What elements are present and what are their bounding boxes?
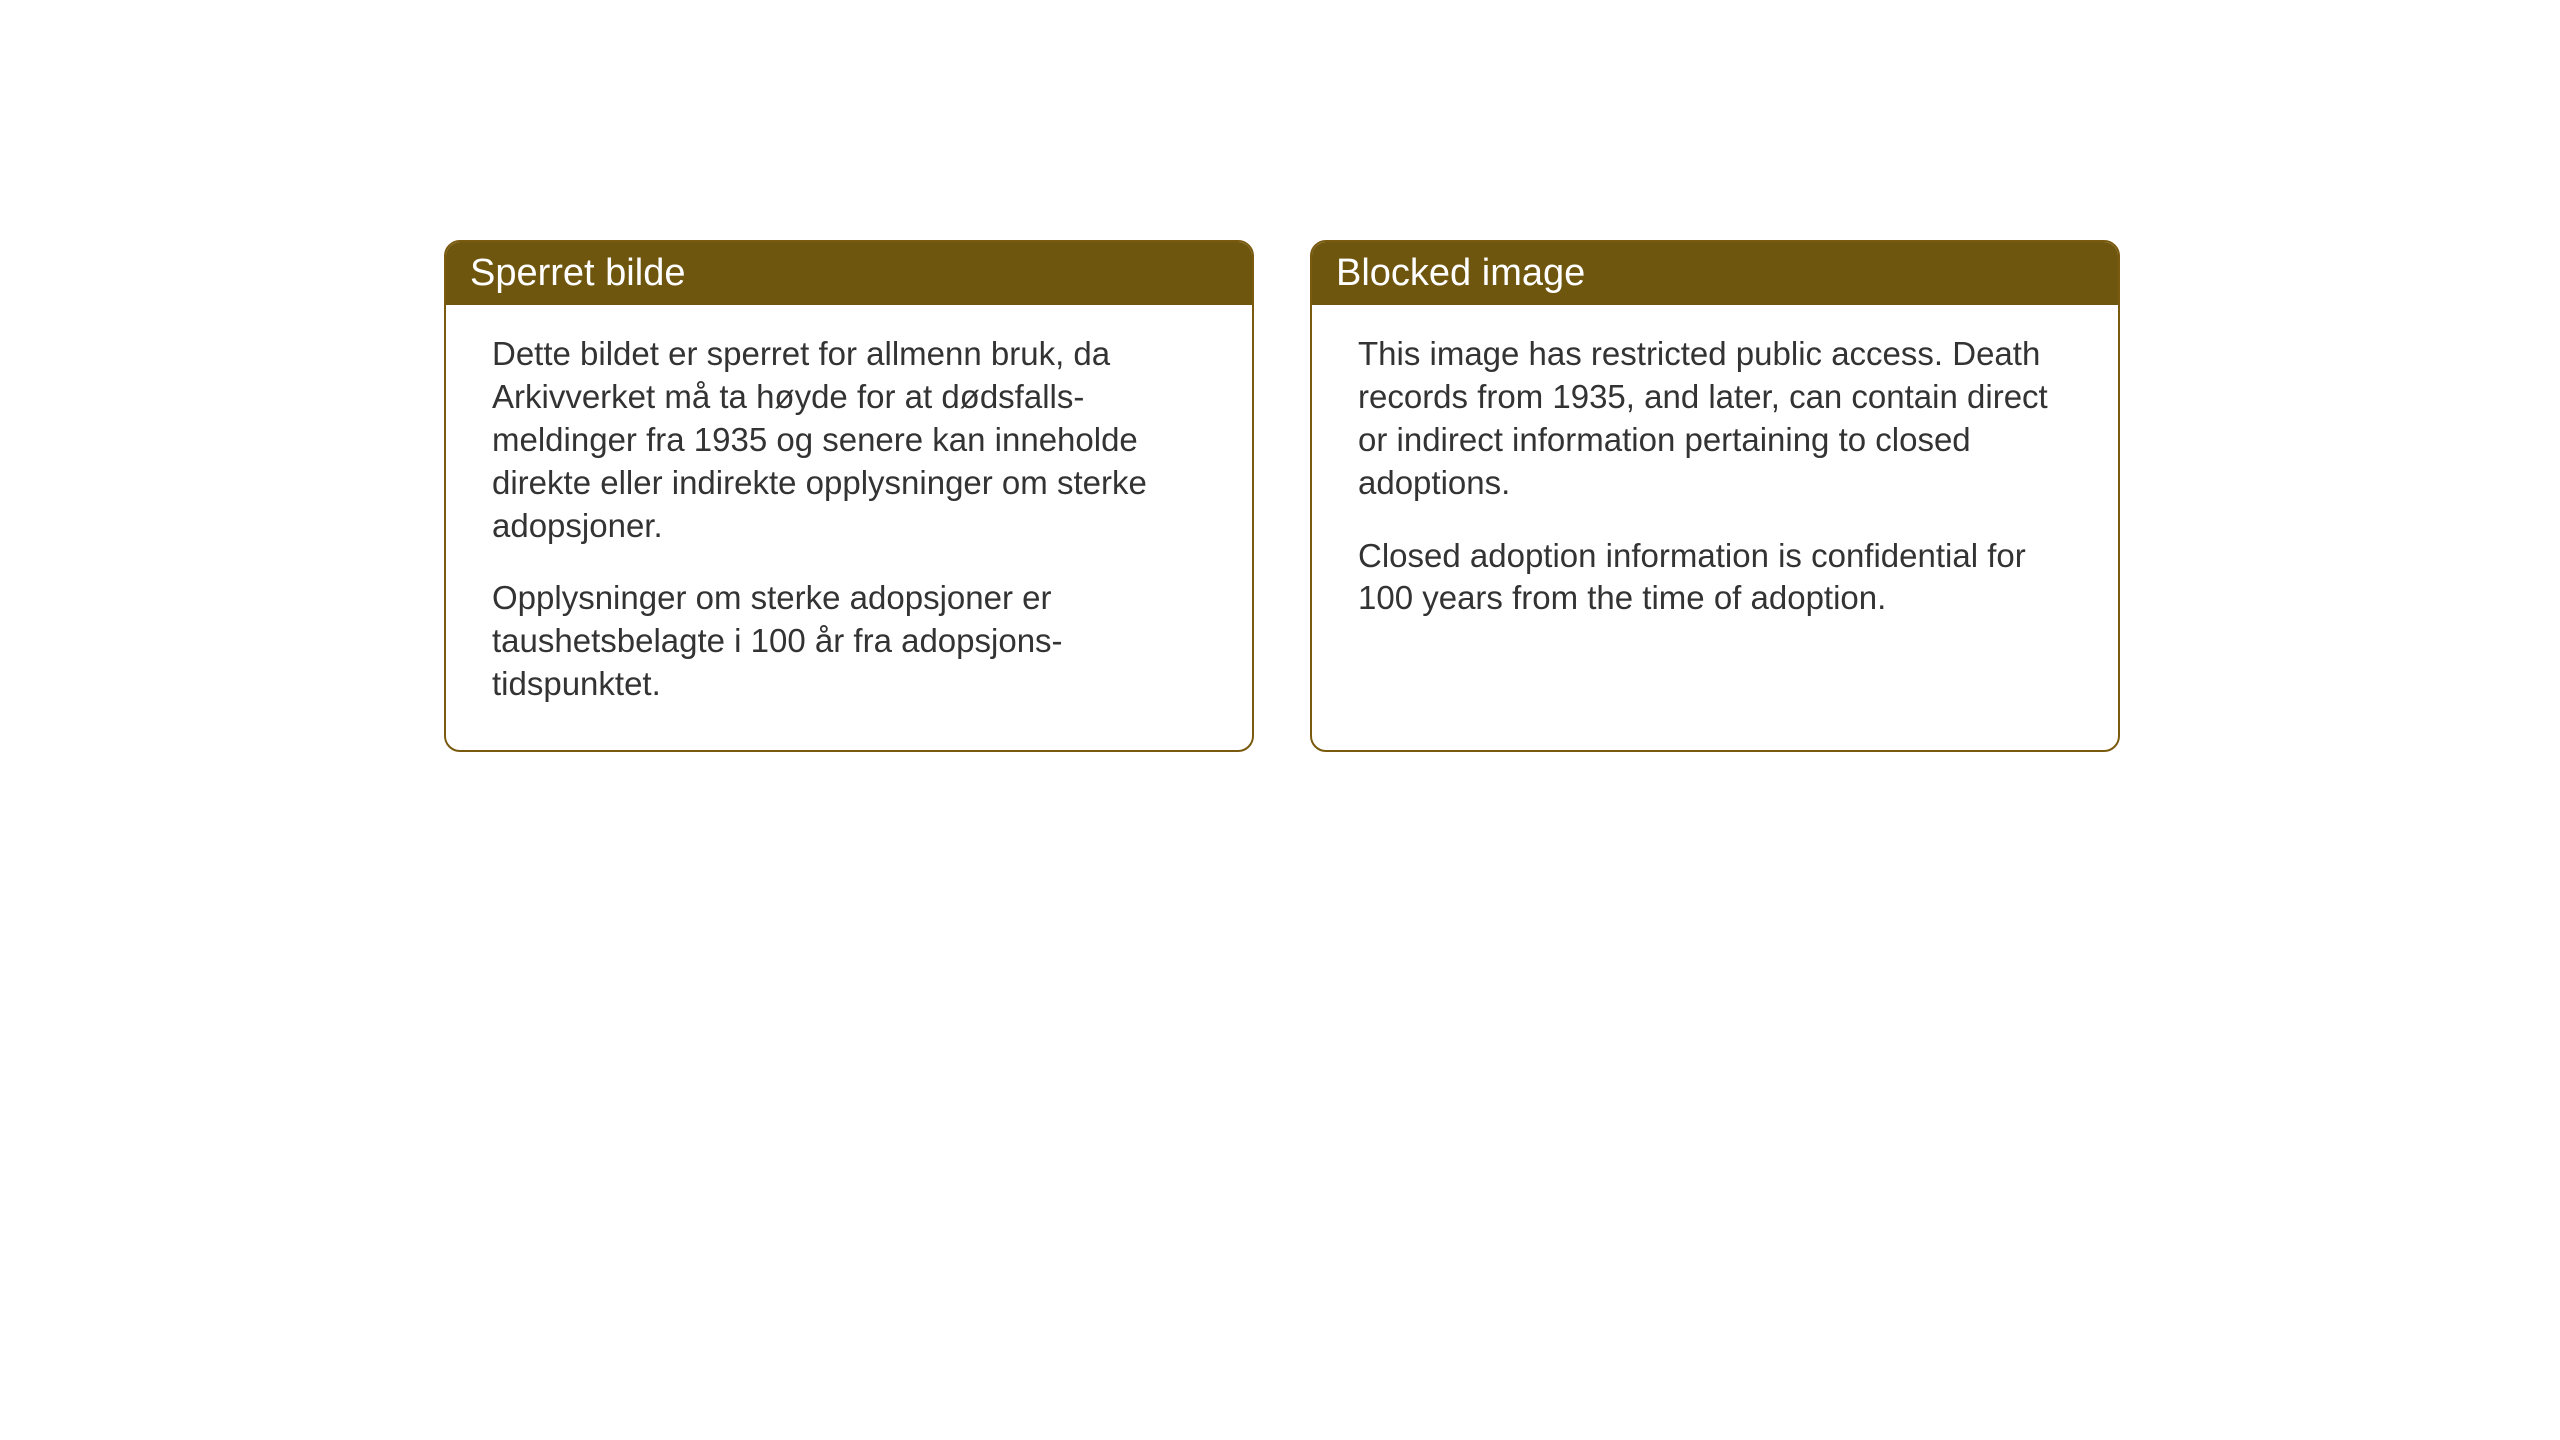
notice-card-norwegian: Sperret bilde Dette bildet er sperret fo… <box>444 240 1254 752</box>
notice-body-norwegian: Dette bildet er sperret for allmenn bruk… <box>446 305 1252 742</box>
notice-card-english: Blocked image This image has restricted … <box>1310 240 2120 752</box>
notice-para2-english: Closed adoption information is confident… <box>1358 535 2072 621</box>
notice-para2-norwegian: Opplysninger om sterke adopsjoner er tau… <box>492 577 1206 706</box>
notice-para1-norwegian: Dette bildet er sperret for allmenn bruk… <box>492 333 1206 547</box>
notice-container: Sperret bilde Dette bildet er sperret fo… <box>444 240 2120 752</box>
notice-body-english: This image has restricted public access.… <box>1312 305 2118 656</box>
notice-title-norwegian: Sperret bilde <box>470 252 685 294</box>
notice-title-english: Blocked image <box>1336 252 1585 294</box>
notice-para1-english: This image has restricted public access.… <box>1358 333 2072 505</box>
notice-header-norwegian: Sperret bilde <box>446 242 1252 305</box>
notice-header-english: Blocked image <box>1312 242 2118 305</box>
